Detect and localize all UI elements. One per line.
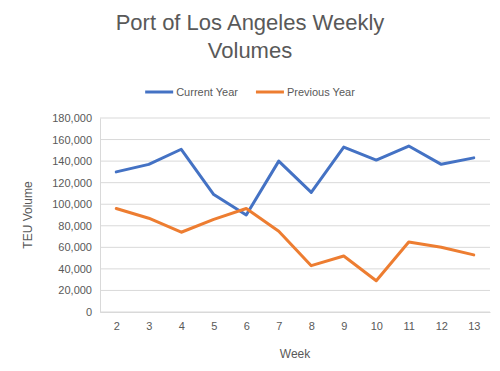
x-tick: 2 [114,320,120,332]
chart: Port of Los Angeles WeeklyVolumes 0 20,000… [0,0,500,371]
y-tick: 140,000 [52,155,100,167]
y-tick: 20,000 [58,284,100,296]
x-tick: 6 [244,320,250,332]
y-tick: 100,000 [52,198,100,210]
title: Port of Los Angeles WeeklyVolumes [116,10,385,63]
y-tick-label: 160,000 [52,134,92,146]
legend-item: Previous Year [256,86,355,98]
x-axis: 2 3 4 5 6 7 8 9 10 11 12 13 [101,313,491,332]
grid-line [100,139,490,140]
y-tick: 180,000 [52,112,100,124]
grid-line [100,268,490,269]
x-axis-line [101,312,491,313]
y-tick-label: 140,000 [52,155,92,167]
x-tick: 12 [436,320,448,332]
legend-swatch [145,91,173,94]
x-tick-label: 10 [371,320,383,332]
x-tick: 13 [468,320,480,332]
y-tick-label: 60,000 [58,241,92,253]
lines [116,146,474,281]
y-tick: 120,000 [52,177,100,189]
y-tick: 0 [86,306,100,318]
grid-line [100,118,490,119]
x-tick-label: 6 [244,320,250,332]
x-tick-label: 4 [179,320,185,332]
x-tick: 4 [179,320,185,332]
legend-label: Previous Year [287,86,355,98]
series-line [116,209,474,281]
y-tick-label: 0 [86,306,92,318]
x-tick-label: 2 [114,320,120,332]
x-tick: 3 [146,320,152,332]
x-tick-label: 3 [146,320,152,332]
legend-swatch [256,91,284,94]
grid-line [100,182,490,183]
x-tick-label: 11 [404,320,415,332]
x-tick-label: 9 [341,320,347,332]
x-tick: 5 [211,320,217,332]
y-tick-label: 80,000 [58,220,92,232]
y-tick-label: 20,000 [58,284,92,296]
y-tick: 160,000 [52,134,100,146]
legend-item: Current Year [145,86,238,98]
y-tick-label: 40,000 [58,263,92,275]
grid-line [100,312,490,313]
grid [100,118,490,312]
x-tick-label: 7 [276,320,282,332]
x-tick: 8 [309,320,315,332]
grid-line [100,225,490,226]
y-tick: 40,000 [58,263,100,275]
x-tick-label: 12 [436,320,448,332]
y-tick: 80,000 [58,220,100,232]
legend-label: Current Year [176,86,238,98]
y-tick-label: 180,000 [52,112,92,124]
x-axis-title: Week [280,347,311,361]
grid-line [100,204,490,205]
x-tick: 7 [276,320,282,332]
grid-line [100,290,490,291]
x-tick-label: 13 [468,320,480,332]
y-axis-line [100,119,101,313]
x-tick: 10 [371,320,383,332]
y-axis-title: TEU Volume [21,181,35,249]
x-tick: 9 [341,320,347,332]
y-tick: 60,000 [58,241,100,253]
series-line [116,146,474,215]
y-tick-label: 100,000 [52,198,92,210]
x-tick-label: 8 [309,320,315,332]
x-tick-label: 5 [211,320,217,332]
y-axis: 0 20,000 40,000 60,000 80,000 100,000 120,000 1… [52,112,100,318]
legend: Current Year Previous Year [145,86,355,98]
x-tick: 11 [404,320,415,332]
y-tick-label: 120,000 [52,177,92,189]
